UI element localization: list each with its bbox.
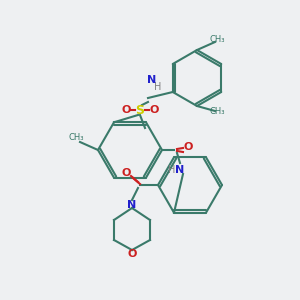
Text: O: O — [149, 105, 159, 115]
Text: O: O — [121, 168, 131, 178]
Text: N: N — [128, 200, 136, 210]
Text: N: N — [176, 165, 184, 175]
Text: H: H — [154, 82, 162, 92]
Text: O: O — [127, 249, 137, 259]
Text: O: O — [183, 142, 193, 152]
Text: CH₃: CH₃ — [209, 107, 225, 116]
Text: O: O — [121, 105, 131, 115]
Text: S: S — [136, 103, 145, 116]
Text: CH₃: CH₃ — [209, 35, 225, 44]
Text: H: H — [168, 165, 176, 175]
Text: CH₃: CH₃ — [68, 134, 84, 142]
Text: N: N — [147, 75, 157, 85]
